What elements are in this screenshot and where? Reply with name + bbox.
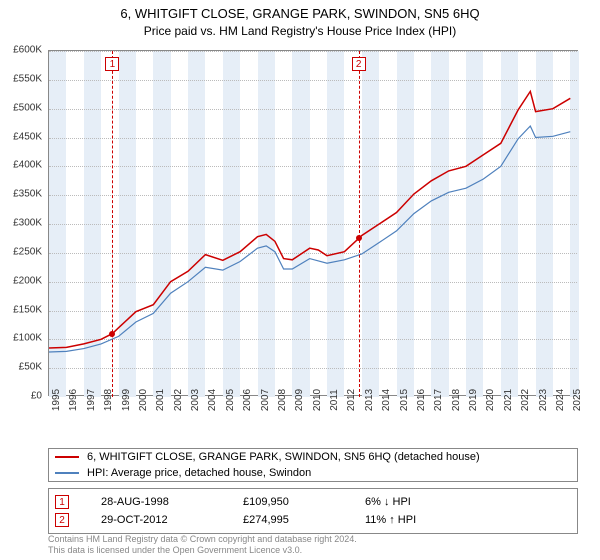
footer-line1: Contains HM Land Registry data © Crown c…: [48, 534, 357, 545]
x-axis-label: 2006: [242, 389, 253, 411]
x-axis-label: 2024: [555, 389, 566, 411]
x-axis-label: 2007: [260, 389, 271, 411]
legend-item: 6, WHITGIFT CLOSE, GRANGE PARK, SWINDON,…: [49, 449, 577, 465]
footer: Contains HM Land Registry data © Crown c…: [48, 534, 357, 556]
y-axis-label: £250K: [13, 246, 42, 257]
x-axis-label: 2018: [451, 389, 462, 411]
x-axis-label: 2003: [190, 389, 201, 411]
x-axis-label: 2019: [468, 389, 479, 411]
plot-region: 12: [48, 50, 578, 396]
chart-marker-dot-1: [109, 331, 115, 337]
x-axis-label: 2022: [520, 389, 531, 411]
x-axis-label: 2005: [225, 389, 236, 411]
chart-subtitle: Price paid vs. HM Land Registry's House …: [0, 21, 600, 38]
x-axis-label: 2014: [381, 389, 392, 411]
x-axis-label: 2008: [277, 389, 288, 411]
transaction-row: 2 29-OCT-2012 £274,995 11% ↑ HPI: [55, 511, 571, 529]
chart-title: 6, WHITGIFT CLOSE, GRANGE PARK, SWINDON,…: [0, 0, 600, 21]
legend-label: 6, WHITGIFT CLOSE, GRANGE PARK, SWINDON,…: [87, 451, 480, 463]
y-axis-label: £600K: [13, 45, 42, 56]
legend-label: HPI: Average price, detached house, Swin…: [87, 467, 311, 479]
x-axis-label: 2012: [346, 389, 357, 411]
transaction-rel: 11% ↑ HPI: [365, 514, 416, 526]
transactions: 1 28-AUG-1998 £109,950 6% ↓ HPI 2 29-OCT-2012…: [48, 488, 578, 534]
chart-marker-2: 2: [352, 57, 366, 71]
series-hpi: [49, 126, 570, 352]
transaction-date: 29-OCT-2012: [101, 514, 211, 526]
transaction-price: £274,995: [243, 514, 333, 526]
x-axis-label: 2009: [294, 389, 305, 411]
x-axis-label: 2015: [399, 389, 410, 411]
chart-marker-1: 1: [105, 57, 119, 71]
footer-line2: This data is licensed under the Open Gov…: [48, 545, 357, 556]
transaction-rel: 6% ↓ HPI: [365, 496, 411, 508]
x-axis-label: 2023: [538, 389, 549, 411]
y-axis-label: £150K: [13, 304, 42, 315]
y-axis-label: £200K: [13, 275, 42, 286]
y-axis-label: £50K: [19, 362, 42, 373]
y-axis-label: £100K: [13, 333, 42, 344]
x-axis-label: 1997: [86, 389, 97, 411]
x-axis-label: 2021: [503, 389, 514, 411]
x-axis-label: 2011: [329, 389, 340, 411]
y-axis-label: £450K: [13, 131, 42, 142]
chart-marker-dot-2: [356, 235, 362, 241]
x-axis-label: 2016: [416, 389, 427, 411]
legend-swatch: [55, 456, 79, 458]
transaction-row: 1 28-AUG-1998 £109,950 6% ↓ HPI: [55, 493, 571, 511]
x-axis-label: 1999: [121, 389, 132, 411]
line-chart-svg: [49, 51, 579, 397]
x-axis-label: 1998: [103, 389, 114, 411]
x-axis-label: 2017: [433, 389, 444, 411]
y-axis-label: £0: [31, 391, 42, 402]
x-axis-label: 1995: [51, 389, 62, 411]
y-axis-label: £350K: [13, 189, 42, 200]
x-axis-label: 2013: [364, 389, 375, 411]
x-axis-label: 2020: [485, 389, 496, 411]
transaction-marker: 2: [55, 513, 69, 527]
chart-area: 12 £0£50K£100K£150K£200K£250K£300K£350K£…: [48, 50, 578, 430]
transaction-price: £109,950: [243, 496, 333, 508]
transaction-marker: 1: [55, 495, 69, 509]
x-axis-label: 2001: [155, 389, 166, 411]
x-axis-label: 2004: [207, 389, 218, 411]
y-axis-label: £500K: [13, 102, 42, 113]
legend-item: HPI: Average price, detached house, Swin…: [49, 465, 577, 481]
series-price_paid: [49, 91, 570, 348]
y-axis-label: £400K: [13, 160, 42, 171]
x-axis-label: 1996: [68, 389, 79, 411]
x-axis-label: 2025: [572, 389, 583, 411]
legend: 6, WHITGIFT CLOSE, GRANGE PARK, SWINDON,…: [48, 448, 578, 482]
y-axis-label: £300K: [13, 218, 42, 229]
x-axis-label: 2010: [312, 389, 323, 411]
transaction-date: 28-AUG-1998: [101, 496, 211, 508]
legend-swatch: [55, 472, 79, 474]
x-axis-label: 2000: [138, 389, 149, 411]
chart-container: 6, WHITGIFT CLOSE, GRANGE PARK, SWINDON,…: [0, 0, 600, 560]
x-axis-label: 2002: [173, 389, 184, 411]
y-axis-label: £550K: [13, 73, 42, 84]
